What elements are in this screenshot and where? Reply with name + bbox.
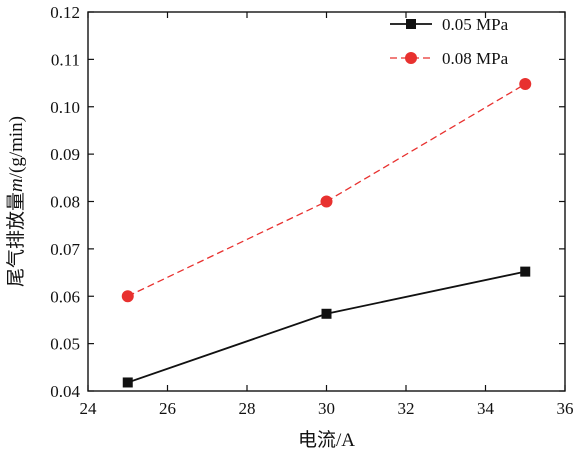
x-tick-label: 24 (80, 399, 98, 418)
data-point-circle (320, 195, 333, 208)
x-tick-label: 36 (557, 399, 574, 418)
legend-marker-square (406, 19, 416, 29)
y-axis-ticks: 0.04 0.05 0.06 0.07 0.08 0.09 0.10 0.11 0.12 (50, 3, 565, 401)
y-tick-label: 0.08 (50, 193, 80, 212)
x-axis-label: 电流/A (298, 429, 355, 451)
data-point-circle (519, 78, 532, 91)
y-axis-label-unit: /(g/min) (6, 116, 27, 178)
y-tick-label: 0.12 (50, 3, 80, 22)
data-point-square (122, 377, 133, 388)
y-axis-label-quantity: 尾气排放量 (5, 192, 27, 287)
data-point-circle (121, 290, 134, 303)
x-tick-label: 34 (477, 399, 495, 418)
x-tick-label: 28 (239, 399, 256, 418)
y-tick-label: 0.07 (50, 240, 80, 259)
legend-marker-circle (405, 52, 417, 64)
x-tick-label: 32 (398, 399, 415, 418)
legend-label: 0.05 MPa (442, 15, 509, 34)
series-line-2 (127, 83, 526, 297)
y-tick-label: 0.04 (50, 382, 80, 401)
legend-label: 0.08 MPa (442, 49, 509, 68)
legend: 0.05 MPa 0.08 MPa (390, 15, 509, 68)
x-tick-label: 30 (318, 399, 335, 418)
y-tick-label: 0.05 (50, 335, 80, 354)
y-axis-label-variable: m (6, 178, 27, 192)
y-tick-label: 0.06 (50, 287, 80, 306)
y-tick-label: 0.11 (51, 50, 80, 69)
x-axis-ticks: 24 26 28 30 32 34 36 (80, 12, 574, 418)
x-tick-label: 26 (159, 399, 176, 418)
y-axis-label: 尾气排放量m/(g/min) (5, 116, 27, 287)
series-line-1 (127, 270, 526, 384)
data-point-square (321, 308, 332, 319)
series-layer (121, 78, 532, 388)
data-point-square (520, 266, 531, 277)
y-tick-label: 0.10 (50, 98, 80, 117)
y-tick-label: 0.09 (50, 145, 80, 164)
plot-area-frame (87, 11, 566, 392)
